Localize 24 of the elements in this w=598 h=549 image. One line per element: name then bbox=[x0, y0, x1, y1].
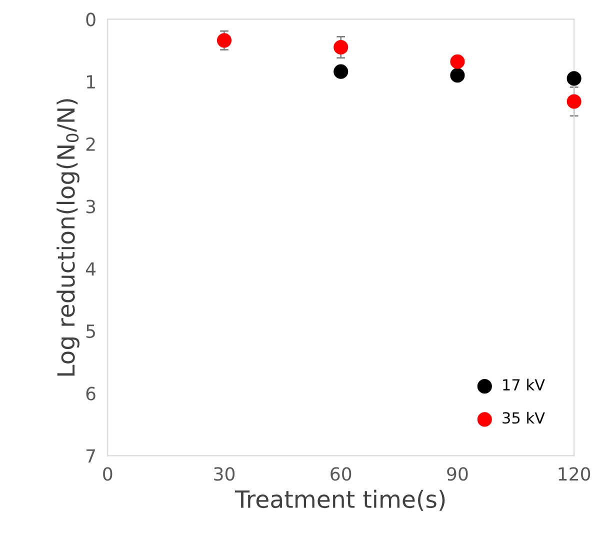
y-axis-title: Log reduction(log(N$_{0}$/N) bbox=[56, 99, 80, 376]
point bbox=[566, 71, 582, 86]
y-tick-label: 1 bbox=[87, 75, 95, 88]
y-tick-label: 6 bbox=[86, 386, 96, 400]
y-tick-label: 7 bbox=[86, 449, 95, 463]
y-tick-label: 3 bbox=[86, 200, 96, 214]
x-tick-label: 30 bbox=[214, 467, 235, 481]
point bbox=[450, 68, 465, 83]
x-tick-label: 60 bbox=[330, 467, 352, 481]
x-tick-label: 0 bbox=[103, 467, 112, 481]
y-tick-label: 0 bbox=[86, 12, 96, 26]
y-tick-label: 4 bbox=[86, 262, 96, 276]
y-tick-label: 2 bbox=[86, 137, 95, 151]
point bbox=[334, 40, 348, 55]
y-tick-label: 5 bbox=[86, 324, 95, 338]
legend-label: 35 kV bbox=[502, 412, 545, 424]
x-axis-title: Treatment time(s) bbox=[234, 490, 445, 511]
x-tick-label: 90 bbox=[447, 467, 468, 481]
legend-label: 17 kV bbox=[503, 378, 545, 390]
point bbox=[450, 54, 465, 69]
point bbox=[216, 33, 232, 48]
point bbox=[334, 64, 348, 79]
x-tick-label: 120 bbox=[558, 467, 590, 481]
point bbox=[566, 94, 582, 109]
